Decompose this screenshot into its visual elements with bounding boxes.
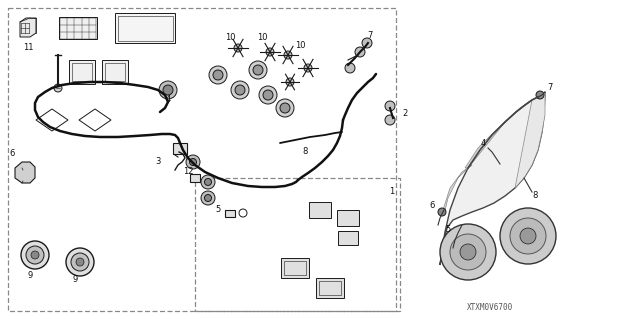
Bar (316, 278, 344, 298)
Bar (8, 8, 396, 311)
Circle shape (201, 175, 215, 189)
Bar (281, 258, 309, 278)
Polygon shape (20, 18, 36, 37)
Text: 5: 5 (216, 205, 221, 214)
Bar (115, 13, 175, 43)
Text: 6: 6 (10, 149, 15, 158)
Circle shape (460, 244, 476, 260)
Text: 12: 12 (183, 167, 193, 176)
Bar (69, 60, 95, 84)
Circle shape (76, 258, 84, 266)
Circle shape (263, 90, 273, 100)
Circle shape (163, 85, 173, 95)
Circle shape (234, 44, 242, 52)
Circle shape (266, 48, 274, 56)
Circle shape (362, 38, 372, 48)
Bar (59, 17, 97, 39)
Circle shape (66, 248, 94, 276)
Circle shape (205, 195, 211, 202)
Circle shape (235, 85, 245, 95)
Circle shape (21, 241, 49, 269)
Text: 8: 8 (302, 147, 308, 157)
Circle shape (500, 208, 556, 264)
Bar (225, 210, 235, 217)
Circle shape (71, 253, 89, 271)
Bar (173, 143, 187, 153)
Bar (105, 63, 125, 81)
Polygon shape (443, 165, 472, 215)
Bar (102, 60, 128, 84)
Bar (72, 63, 92, 81)
Circle shape (54, 84, 62, 92)
Circle shape (286, 78, 294, 86)
Polygon shape (440, 92, 545, 265)
Text: 7: 7 (367, 31, 372, 40)
Bar (118, 16, 173, 41)
Circle shape (259, 86, 277, 104)
Circle shape (26, 246, 44, 264)
Polygon shape (465, 105, 525, 168)
Text: 1: 1 (389, 188, 395, 197)
Bar (309, 202, 331, 218)
Circle shape (450, 234, 486, 270)
Circle shape (213, 70, 223, 80)
Bar (338, 231, 358, 245)
Bar (284, 261, 306, 275)
Text: 11: 11 (23, 42, 33, 51)
Text: XTXM0V6700: XTXM0V6700 (467, 303, 513, 313)
Text: 10: 10 (225, 33, 236, 42)
Text: 2: 2 (403, 108, 408, 117)
Circle shape (205, 179, 211, 186)
Text: 5: 5 (445, 226, 451, 234)
Circle shape (201, 191, 215, 205)
Text: 10: 10 (257, 33, 268, 42)
Circle shape (520, 228, 536, 244)
Text: 10: 10 (295, 41, 305, 49)
Text: 4: 4 (481, 138, 486, 147)
Circle shape (385, 115, 395, 125)
Circle shape (536, 91, 544, 99)
Bar (319, 281, 341, 295)
Circle shape (231, 81, 249, 99)
Circle shape (159, 81, 177, 99)
Bar (337, 210, 359, 226)
Circle shape (31, 251, 39, 259)
Circle shape (276, 99, 294, 117)
Circle shape (186, 155, 200, 169)
Circle shape (438, 208, 446, 216)
Polygon shape (515, 92, 545, 188)
Bar (190, 174, 200, 182)
Text: 3: 3 (156, 158, 161, 167)
Circle shape (304, 64, 312, 72)
Text: 9: 9 (28, 271, 33, 279)
Text: 6: 6 (429, 201, 435, 210)
Circle shape (253, 65, 263, 75)
Circle shape (385, 101, 395, 111)
Circle shape (209, 66, 227, 84)
Circle shape (345, 63, 355, 73)
Text: 8: 8 (532, 191, 538, 201)
Text: 7: 7 (547, 84, 553, 93)
Circle shape (355, 47, 365, 57)
Polygon shape (15, 162, 35, 183)
Circle shape (280, 103, 290, 113)
Text: 4: 4 (165, 95, 171, 105)
Bar (195, 178, 400, 311)
Circle shape (249, 61, 267, 79)
Text: 9: 9 (72, 275, 77, 284)
Circle shape (510, 218, 546, 254)
Circle shape (189, 159, 196, 166)
Circle shape (284, 51, 292, 59)
Circle shape (440, 224, 496, 280)
